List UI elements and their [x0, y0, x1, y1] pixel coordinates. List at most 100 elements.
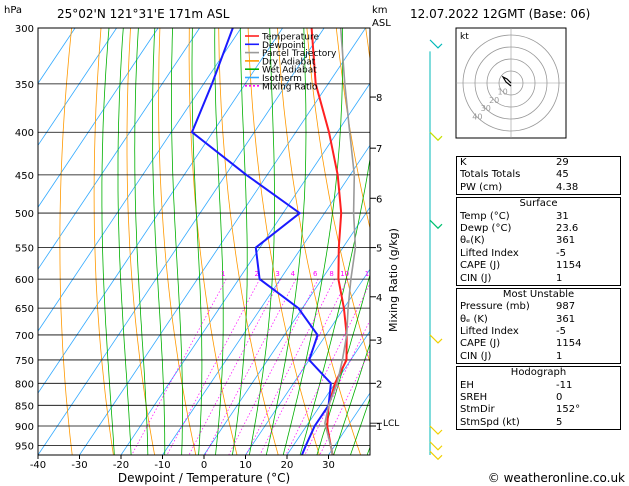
wet-adiabat-line — [299, 156, 370, 455]
dry-adiabat-line — [188, 28, 238, 455]
wet-adiabat-line — [282, 28, 344, 455]
temp-tick-label: -40 — [30, 460, 46, 471]
index-value: 4.38 — [556, 181, 579, 193]
temp-tick-label: 10 — [239, 460, 252, 471]
index-label: StmDir — [460, 404, 495, 416]
most-unstable-table: Most Unstable Pressure (mb) 987 θₑ (K) 361 L… — [456, 287, 621, 365]
series-line-parcel-trajectory — [324, 28, 357, 455]
index-label: Dewp (°C) — [460, 222, 512, 234]
mixing-ratio-label: 8 — [329, 270, 333, 278]
indices-table: K 29 Totals Totals 45 PW (cm) 4.38 — [456, 156, 621, 196]
index-label: CIN (J) — [460, 350, 492, 362]
temp-tick-label: 20 — [281, 460, 294, 471]
km-unit: km — [372, 5, 388, 16]
index-row: EH -11 — [457, 380, 620, 392]
temp-tick-label: -10 — [154, 460, 170, 471]
hodograph-trace — [501, 75, 512, 87]
index-label: EH — [460, 379, 474, 391]
wind-barb — [429, 450, 443, 461]
pressure-tick-label: 350 — [15, 80, 34, 91]
index-row: StmDir 152° — [457, 404, 620, 416]
index-row: Lifted Index -5 — [457, 326, 620, 338]
wind-barb — [429, 219, 443, 230]
index-label: Lifted Index — [460, 326, 519, 338]
index-label: Totals Totals — [460, 169, 521, 181]
index-row: CIN (J) 1 — [457, 351, 620, 363]
index-label: CAPE (J) — [460, 338, 501, 350]
dry-adiabat-line — [126, 28, 156, 455]
wind-barb — [429, 425, 443, 435]
isotherm-line — [0, 28, 34, 455]
isotherm-line — [38, 28, 159, 208]
isotherm-line — [38, 28, 200, 270]
pressure-tick-label: 500 — [15, 209, 34, 220]
datetime-label: 12.07.2022 12GMT (Base: 06) — [410, 7, 590, 21]
km-tick-label: 2 — [376, 379, 382, 390]
index-value: 1154 — [556, 260, 582, 272]
mixing-ratio-line — [228, 278, 319, 455]
surface-title: Surface — [519, 198, 558, 210]
index-value: 987 — [556, 301, 576, 313]
pressure-tick-label: 800 — [15, 379, 34, 390]
wet-adiabat-line — [170, 28, 183, 455]
pressure-tick-label: 900 — [15, 422, 34, 433]
mixing-ratio-line — [166, 278, 261, 455]
wind-barb — [429, 334, 443, 344]
hodograph-ring-label: 10 — [498, 87, 508, 96]
isotherm-line — [38, 28, 242, 332]
index-row: CIN (J) 1 — [457, 273, 620, 285]
legend-label: Wet Adiabat — [262, 66, 317, 76]
index-value: 23.6 — [556, 222, 579, 234]
pressure-tick-label: 550 — [15, 244, 34, 255]
index-row: Totals Totals 45 — [457, 169, 620, 181]
index-row: CAPE (J) 1154 — [457, 260, 620, 272]
temp-tick-label: -20 — [113, 460, 129, 471]
hpa-unit: hPa — [4, 5, 22, 16]
index-value: 29 — [556, 157, 569, 168]
isotherm-line — [38, 28, 117, 147]
wet-adiabat-line — [350, 397, 370, 455]
index-value: 1 — [556, 350, 563, 362]
index-value: 152° — [556, 404, 581, 416]
wet-adiabat-line — [101, 28, 115, 455]
surface-table: Surface Temp (°C) 31 Dewp (°C) 23.6 θₑ(K) 361… — [456, 197, 621, 286]
index-row: Dewp (°C) 23.6 — [457, 223, 620, 235]
dry-adiabat-line — [59, 28, 73, 455]
index-label: PW (cm) — [460, 181, 503, 193]
index-row: Lifted Index -5 — [457, 248, 620, 260]
mixing-ratio-label: 10 — [340, 270, 349, 278]
index-row: SREH 0 — [457, 392, 620, 404]
index-row: θₑ (K) 361 — [457, 314, 620, 326]
pressure-tick-label: 850 — [15, 401, 34, 412]
km-tick-label: 1 — [376, 422, 382, 433]
km-tick-label: 7 — [376, 144, 382, 155]
index-value: 361 — [556, 235, 576, 247]
isotherm-line — [162, 144, 370, 455]
hodograph-ring-label: 40 — [472, 113, 482, 122]
mixing-ratio-line — [131, 278, 227, 455]
index-value: 0 — [556, 392, 563, 404]
index-label: θₑ(K) — [460, 235, 485, 247]
series-line-temperature — [310, 28, 348, 455]
index-label: SREH — [460, 392, 488, 404]
index-label: CAPE (J) — [460, 260, 501, 272]
pressure-tick-label: 950 — [15, 442, 34, 453]
index-value: 361 — [556, 313, 576, 325]
km-tick-label: 6 — [376, 194, 382, 205]
index-value: 5 — [556, 416, 563, 428]
location-label: 25°02'N 121°31'E 171m ASL — [57, 7, 230, 21]
indices-panel: K 29 Totals Totals 45 PW (cm) 4.38 Surface Te… — [456, 156, 621, 466]
mixing-ratio-label: 15 — [365, 270, 374, 278]
index-row: CAPE (J) 1154 — [457, 338, 620, 350]
km-tick-label: 4 — [376, 293, 382, 304]
isotherm-line — [38, 28, 283, 394]
most-unstable-title: Most Unstable — [502, 288, 575, 300]
series-line-dewpoint — [190, 28, 332, 455]
index-row: Temp (°C) 31 — [457, 211, 620, 223]
temp-tick-label: -30 — [71, 460, 87, 471]
asl-unit: ASL — [372, 18, 391, 29]
isotherm-line — [245, 268, 370, 455]
index-label: K — [460, 157, 467, 168]
